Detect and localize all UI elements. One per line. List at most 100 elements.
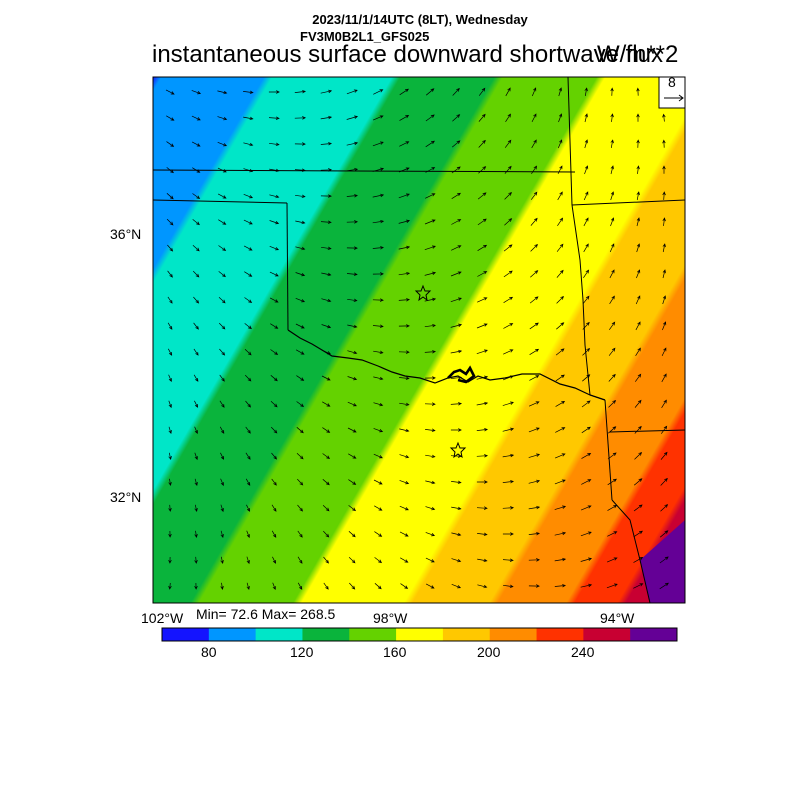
- wind-vector: [295, 194, 306, 199]
- wind-vector: [398, 245, 411, 250]
- wind-vector: [662, 321, 667, 331]
- wind-vector: [194, 452, 198, 461]
- wind-vector: [400, 583, 409, 589]
- wind-vector: [503, 270, 513, 278]
- wind-vector: [219, 374, 225, 382]
- wind-vector: [583, 243, 589, 253]
- wind-vector: [168, 374, 172, 383]
- wind-vector: [219, 400, 225, 408]
- wind-vector: [271, 452, 278, 460]
- wind-vector: [271, 478, 277, 486]
- wind-vector: [425, 114, 435, 122]
- lon-label-102: 102°W: [141, 610, 184, 626]
- wind-vector: [192, 244, 200, 252]
- wind-vector: [557, 191, 563, 201]
- wind-vector: [554, 479, 566, 485]
- wind-vector: [633, 583, 644, 589]
- wind-vector: [191, 141, 201, 147]
- wind-vector: [556, 243, 564, 252]
- field-title: instantaneous surface downward shortwave…: [152, 41, 663, 68]
- wind-vector: [217, 193, 227, 199]
- wind-vector: [398, 271, 411, 276]
- wind-vector: [399, 454, 410, 459]
- wind-vector: [425, 428, 436, 432]
- wind-vector: [451, 532, 462, 537]
- wind-vector: [297, 478, 304, 486]
- wind-vector: [557, 165, 563, 175]
- wind-vector: [633, 478, 643, 486]
- wind-vector: [424, 376, 436, 380]
- min-max-text: Min= 72.6 Max= 268.5: [196, 606, 336, 622]
- wind-vector: [270, 349, 279, 355]
- wind-vector: [294, 90, 307, 94]
- wind-vector: [194, 530, 198, 539]
- wind-vector: [503, 349, 514, 355]
- wind-vector: [166, 141, 175, 147]
- wind-vector: [400, 557, 409, 563]
- wind-vector: [503, 244, 513, 252]
- wind-vector: [582, 295, 590, 304]
- wind-vector: [321, 324, 332, 329]
- wind-vector: [167, 244, 174, 252]
- wind-vector: [374, 583, 382, 590]
- wind-vector: [636, 243, 641, 253]
- wind-vector: [269, 271, 279, 277]
- colorbar-swatch: [302, 628, 350, 641]
- colorbar-swatch: [208, 628, 257, 641]
- wind-vector: [346, 89, 358, 95]
- wind-vector: [398, 193, 410, 199]
- wind-vector: [193, 348, 199, 356]
- wind-vector: [243, 90, 254, 94]
- wind-vector: [528, 401, 540, 407]
- wind-vector: [476, 506, 488, 510]
- wind-vector: [166, 193, 174, 200]
- station-markers: [414, 284, 467, 459]
- colorbar-swatch: [489, 628, 538, 641]
- wind-vector: [662, 243, 666, 253]
- wind-vector: [424, 271, 437, 276]
- wind-vector: [244, 323, 252, 330]
- wind-vector: [636, 139, 640, 148]
- wind-vector: [168, 426, 172, 434]
- wind-vector: [217, 116, 228, 121]
- wind-vector: [244, 374, 252, 382]
- wind-vector: [451, 506, 462, 511]
- wind-vector: [245, 400, 252, 408]
- wind-vector: [271, 504, 277, 512]
- wind-vector: [246, 530, 250, 539]
- wind-vector: [450, 271, 462, 277]
- wind-vector: [168, 452, 172, 460]
- wind-vector: [528, 453, 541, 458]
- wind-vector: [348, 531, 356, 538]
- wind-vector: [636, 87, 640, 96]
- wind-vector: [320, 89, 333, 94]
- wind-vector: [584, 113, 588, 123]
- wind-vector: [528, 479, 541, 484]
- wind-vector: [372, 193, 385, 198]
- wind-vector: [635, 295, 641, 305]
- wind-vector: [346, 272, 358, 276]
- wind-vector: [167, 296, 173, 304]
- wind-vector: [295, 220, 306, 225]
- wind-vector: [322, 401, 331, 407]
- colorbar-label-160: 160: [383, 644, 407, 660]
- wind-vector: [372, 324, 384, 328]
- wind-vector: [194, 478, 198, 486]
- wind-vector: [323, 530, 330, 538]
- wind-vector: [580, 505, 592, 511]
- wind-vector: [398, 350, 410, 354]
- wind-vector: [581, 426, 591, 434]
- wind-vector: [346, 220, 359, 224]
- wind-vector: [425, 557, 435, 563]
- wind-vector: [244, 348, 252, 356]
- wind-vector: [502, 427, 515, 432]
- wind-vector: [662, 269, 667, 279]
- wind-vector: [661, 399, 667, 408]
- station-marker-1: [414, 284, 432, 302]
- wind-vector: [268, 90, 280, 94]
- wind-vector: [373, 376, 384, 381]
- wind-vector: [554, 584, 567, 588]
- wind-vector: [555, 401, 566, 407]
- wind-vector: [374, 531, 383, 537]
- wind-vector: [556, 296, 564, 304]
